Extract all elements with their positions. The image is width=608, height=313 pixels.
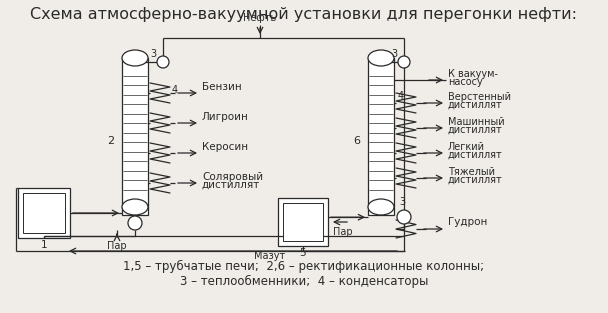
Text: 6: 6	[353, 136, 360, 146]
Text: насосу: насосу	[448, 77, 483, 87]
Circle shape	[397, 210, 411, 224]
Text: дистиллят: дистиллят	[448, 125, 503, 135]
Text: 2: 2	[107, 136, 114, 146]
Text: Лигроин: Лигроин	[202, 112, 249, 122]
Bar	[283, 203, 323, 241]
Text: Тяжелый: Тяжелый	[448, 167, 495, 177]
Text: 1: 1	[41, 240, 47, 250]
Text: Схема атмосферно-вакуумной установки для перегонки нефти:: Схема атмосферно-вакуумной установки для…	[30, 7, 578, 22]
Bar	[368, 58, 394, 215]
Text: 4: 4	[172, 85, 178, 95]
Text: дистиллят: дистиллят	[202, 180, 260, 190]
Circle shape	[157, 56, 169, 68]
Text: Легкий: Легкий	[448, 142, 485, 152]
Text: Гудрон: Гудрон	[448, 217, 488, 227]
Ellipse shape	[122, 50, 148, 66]
Text: 3: 3	[391, 49, 397, 59]
Ellipse shape	[368, 50, 394, 66]
Text: Пар: Пар	[107, 241, 127, 251]
Text: 3 – теплообменники;  4 – конденсаторы: 3 – теплообменники; 4 – конденсаторы	[180, 275, 428, 288]
Text: 4: 4	[398, 91, 404, 101]
Text: 5: 5	[300, 248, 306, 258]
Text: 1,5 – трубчатые печи;  2,6 – ректификационные колонны;: 1,5 – трубчатые печи; 2,6 – ректификацио…	[123, 260, 485, 273]
Circle shape	[128, 216, 142, 230]
Text: Машинный: Машинный	[448, 117, 505, 127]
Text: Нефть: Нефть	[243, 13, 277, 23]
Text: дистиллят: дистиллят	[448, 175, 503, 185]
Text: Пар: Пар	[333, 227, 353, 237]
Text: Верстенный: Верстенный	[448, 92, 511, 102]
Text: 3: 3	[150, 49, 156, 59]
Bar	[18, 188, 70, 238]
Bar	[278, 198, 328, 246]
Text: дистиллят: дистиллят	[448, 100, 503, 110]
Bar	[122, 58, 148, 215]
Ellipse shape	[368, 199, 394, 215]
Bar	[23, 193, 65, 233]
Ellipse shape	[122, 199, 148, 215]
Text: Соляровый: Соляровый	[202, 172, 263, 182]
Text: К вакуум-: К вакуум-	[448, 69, 498, 79]
Text: дистиллят: дистиллят	[448, 150, 503, 160]
Text: Мазут: Мазут	[254, 251, 286, 261]
Text: 3: 3	[399, 197, 405, 207]
Text: Бензин: Бензин	[202, 82, 242, 92]
Circle shape	[398, 56, 410, 68]
Text: Керосин: Керосин	[202, 142, 248, 152]
